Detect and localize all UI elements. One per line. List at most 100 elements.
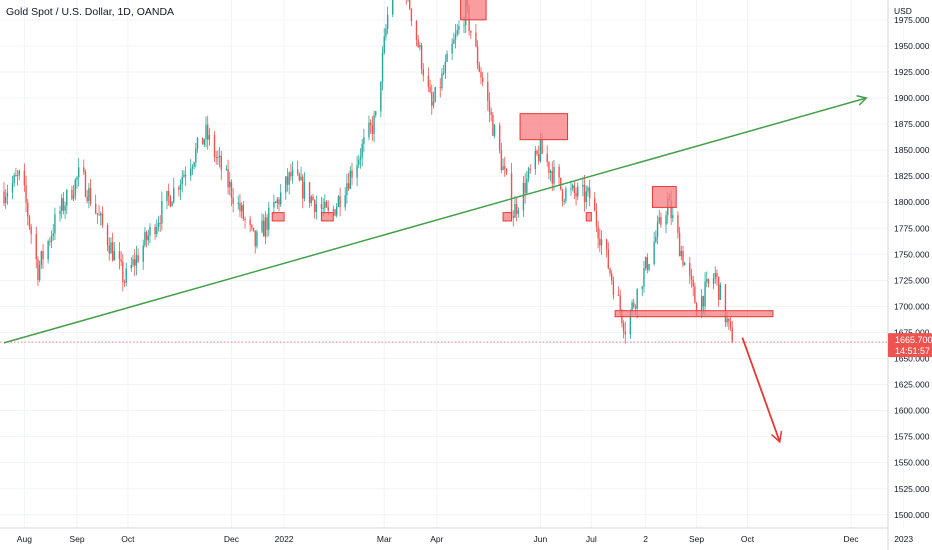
candle-body <box>6 192 9 197</box>
candle-body <box>361 144 363 158</box>
drawing-overlays[interactable] <box>0 0 888 444</box>
candle-body <box>134 259 136 266</box>
candle-body <box>441 73 443 89</box>
time-axis[interactable]: Aug Sep Oct Dec 2022 Mar Apr Jun Jul 2 Sep Oct Dec 20… <box>0 527 913 544</box>
candle-body <box>252 227 255 231</box>
price-tick-label: 1675.000 <box>894 327 930 337</box>
candle-body <box>410 8 413 22</box>
candle-body <box>536 150 538 155</box>
candle-body <box>475 32 477 47</box>
candle-body <box>728 318 730 322</box>
bar-countdown: 14:51:57 <box>895 346 930 356</box>
candle-body <box>336 206 338 216</box>
candle-body <box>692 279 694 287</box>
supply-demand-zone[interactable] <box>460 0 487 21</box>
candle-body <box>702 296 705 307</box>
trend-line[interactable] <box>3 97 867 344</box>
candle-body <box>268 207 270 230</box>
candle-body <box>208 135 211 140</box>
candle-body <box>285 176 287 193</box>
candle-body <box>655 236 657 242</box>
time-tick-label: 2023 <box>894 534 913 544</box>
price-tick-label: 1525.000 <box>894 484 930 494</box>
candle-body <box>291 169 294 177</box>
supply-demand-zone[interactable] <box>320 212 334 222</box>
time-tick-label: Apr <box>430 534 443 544</box>
projection-arrow[interactable] <box>741 337 781 443</box>
candle-body <box>493 124 496 136</box>
candle-body <box>337 196 340 207</box>
candle-body <box>444 61 447 73</box>
supply-demand-zone[interactable] <box>502 212 513 222</box>
candle-body <box>409 0 411 9</box>
candle-body <box>653 241 655 265</box>
candle-body <box>207 124 209 140</box>
supply-demand-zone[interactable] <box>651 186 677 208</box>
candle-body <box>145 232 148 241</box>
candle-body <box>561 189 564 202</box>
candle-body <box>125 268 127 283</box>
candle-body <box>648 264 650 270</box>
candle-body <box>538 154 540 162</box>
candle-body <box>325 201 328 208</box>
time-tick-label: 2 <box>643 534 648 544</box>
candle-body <box>420 45 423 70</box>
candle-body <box>3 191 5 204</box>
candle-body <box>470 30 472 33</box>
candle-body <box>646 257 649 270</box>
candle-body <box>290 172 292 177</box>
candle-body <box>171 201 173 207</box>
candle-body <box>84 171 87 197</box>
candle-body <box>273 202 275 208</box>
candle-body <box>88 188 90 201</box>
candle-body <box>225 168 228 170</box>
candle-body <box>320 204 323 209</box>
candle-body <box>358 159 360 165</box>
candle-body <box>381 52 384 82</box>
supply-demand-zone[interactable] <box>585 212 592 222</box>
candle-body <box>524 182 526 194</box>
price-tick-label: 1850.000 <box>894 145 930 155</box>
candle-body <box>677 215 679 233</box>
candle-body <box>181 177 183 185</box>
candle-body <box>249 219 251 226</box>
price-tick-label: 1600.000 <box>894 406 930 416</box>
time-tick-label: Dec <box>843 534 859 544</box>
supply-demand-zone[interactable] <box>271 212 285 222</box>
candle-body <box>217 157 219 159</box>
candle-body <box>237 203 239 205</box>
candle-body <box>286 176 289 185</box>
support-zone[interactable] <box>614 310 774 318</box>
price-tick-label: 1800.000 <box>894 197 930 207</box>
candle-body <box>101 213 104 226</box>
candle-body <box>179 184 182 190</box>
candle-body <box>517 210 520 214</box>
candle-body <box>680 250 683 257</box>
price-tick-label: 1625.000 <box>894 380 930 390</box>
candle-body <box>89 188 92 204</box>
candle-body <box>71 189 73 199</box>
time-tick-label: Jul <box>586 534 597 544</box>
candle-body <box>118 251 121 260</box>
candle-body <box>422 69 424 76</box>
candle-body <box>203 139 206 145</box>
candle-body <box>682 250 684 266</box>
price-axis[interactable]: USD 1500.000 1525.000 1550.000 1575.000 1600.… <box>887 0 930 550</box>
candle-body <box>633 302 635 307</box>
candle-body <box>315 204 318 212</box>
time-tick-label: Oct <box>121 534 135 544</box>
supply-demand-zone[interactable] <box>519 113 569 141</box>
candle-body <box>178 187 180 190</box>
candle-body <box>201 137 204 145</box>
candle-body <box>451 43 453 54</box>
candle-body <box>386 14 389 29</box>
price-axis-unit: USD <box>894 6 912 16</box>
candle-body <box>18 170 20 176</box>
candle-body <box>716 273 718 277</box>
candle-body <box>712 278 715 284</box>
candle-body <box>478 64 480 72</box>
price-tick-label: 1975.000 <box>894 15 930 25</box>
candle-body <box>599 238 601 246</box>
